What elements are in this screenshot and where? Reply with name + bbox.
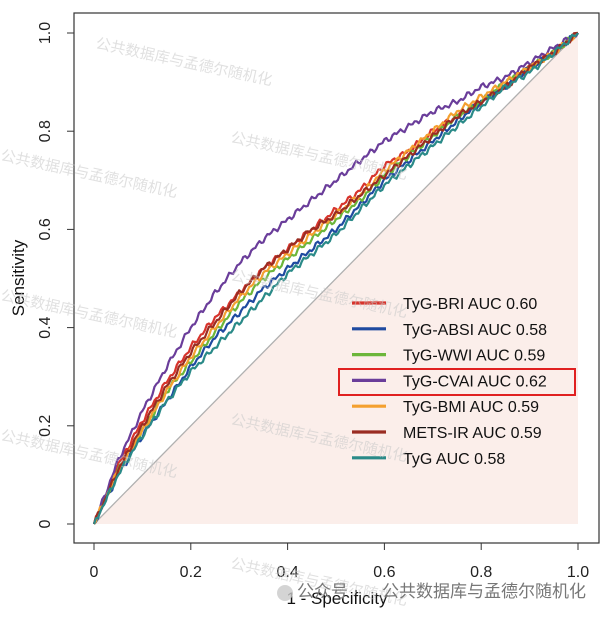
wechat-logo-icon xyxy=(277,585,293,601)
roc-series-line xyxy=(92,32,579,525)
x-tick-label: 0.6 xyxy=(373,564,395,581)
legend-label: TyG-CVAI AUC 0.62 xyxy=(403,373,547,390)
reference-diagonal-line xyxy=(93,32,579,525)
roc-series-line xyxy=(93,32,579,525)
legend: TyG-BRI AUC 0.60 TyG-ABSI AUC 0.58 TyG-WWI… xyxy=(352,296,547,468)
roc-series-line xyxy=(92,32,579,525)
axis-tick-labels: 0 0 0.2 0.2 0.4 0.4 0.6 0.6 0.8 0.8 1.0 1.0 xyxy=(37,22,589,581)
y-tick-label: 0.6 xyxy=(37,218,54,240)
legend-highlight-box xyxy=(338,368,576,396)
legend-label: TyG-ABSI AUC 0.58 xyxy=(403,322,547,339)
y-tick-label: 0 xyxy=(37,519,54,528)
y-tick-label: 0.8 xyxy=(37,120,54,142)
legend-label: TyG-BMI AUC 0.59 xyxy=(403,399,539,416)
plot-frame xyxy=(73,12,600,544)
bottom-watermark-prefix: 公众号 · xyxy=(297,582,359,602)
x-axis-title: 1 - Specificity xyxy=(286,589,388,608)
legend-label: TyG AUC 0.58 xyxy=(403,451,505,468)
x-tick-label: 0.8 xyxy=(470,564,492,581)
legend-label: TyG-WWI AUC 0.59 xyxy=(403,348,545,365)
y-tick-label: 1.0 xyxy=(37,22,54,44)
y-axis-title: Sensitivity xyxy=(9,239,28,316)
axis-ticks xyxy=(67,32,579,550)
roc-series-group xyxy=(92,31,579,525)
y-tick-label: 0.2 xyxy=(37,415,54,437)
x-tick-label: 0.2 xyxy=(180,564,202,581)
x-tick-label: 0 xyxy=(90,564,99,581)
legend-label: TyG-BRI AUC 0.60 xyxy=(403,296,537,313)
y-tick-label: 0.4 xyxy=(37,316,54,338)
x-tick-label: 0.4 xyxy=(276,564,298,581)
legend-label: METS-IR AUC 0.59 xyxy=(403,425,542,442)
bottom-watermark-text: 公共数据库与孟德尔随机化 xyxy=(382,582,586,602)
x-tick-label: 1.0 xyxy=(567,564,589,581)
